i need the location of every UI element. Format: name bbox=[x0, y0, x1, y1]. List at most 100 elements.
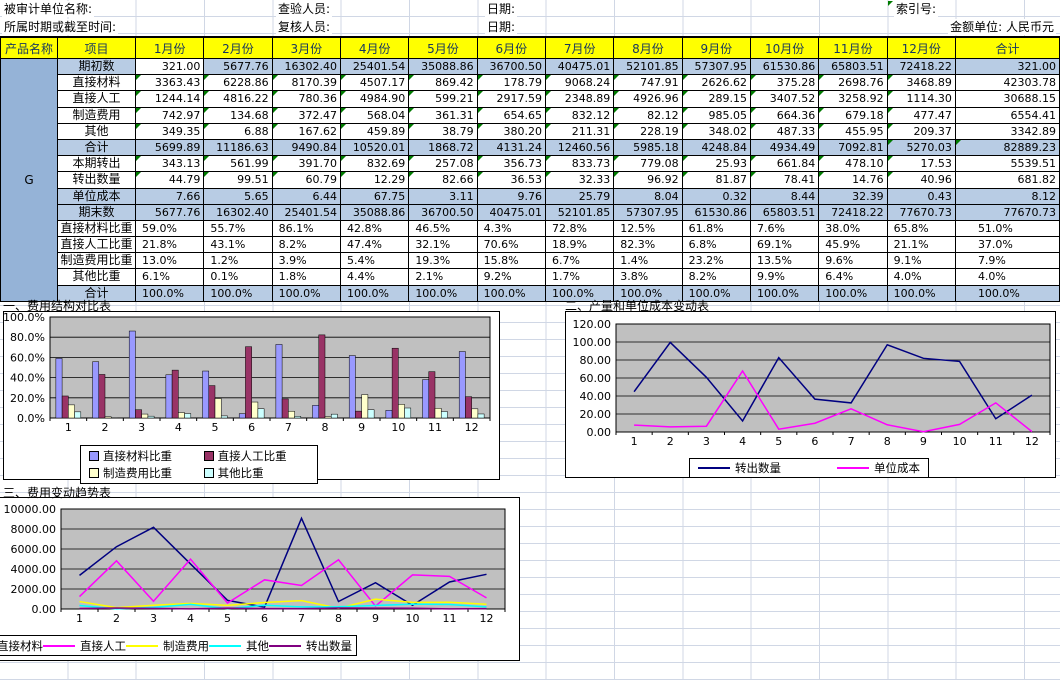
data-cell[interactable]: 38.79 bbox=[409, 123, 478, 140]
data-cell[interactable]: 4926.96 bbox=[614, 91, 683, 108]
data-cell[interactable]: 25.79 bbox=[545, 188, 615, 205]
row-total-cell[interactable]: 7.9% bbox=[955, 253, 1060, 270]
data-cell[interactable]: 47.4% bbox=[340, 237, 410, 254]
row-label-cell[interactable]: 本期转出 bbox=[58, 156, 136, 173]
data-cell[interactable]: 82.3% bbox=[614, 237, 683, 254]
data-cell[interactable]: 3407.52 bbox=[750, 91, 820, 108]
data-cell[interactable]: 19.3% bbox=[409, 253, 478, 270]
data-cell[interactable]: 36.53 bbox=[477, 172, 546, 189]
data-cell[interactable]: 4.0% bbox=[887, 269, 956, 286]
period-label[interactable]: 所属时期或截至时间: bbox=[2, 19, 119, 35]
data-cell[interactable]: 321.00 bbox=[136, 59, 205, 76]
data-cell[interactable]: 134.68 bbox=[204, 107, 273, 124]
data-cell[interactable]: 661.84 bbox=[750, 156, 820, 173]
data-cell[interactable]: 742.97 bbox=[136, 107, 205, 124]
data-cell[interactable]: 14.76 bbox=[819, 172, 888, 189]
data-cell[interactable]: 11186.63 bbox=[204, 139, 273, 157]
data-cell[interactable]: 2348.89 bbox=[545, 91, 615, 108]
data-cell[interactable]: 7092.81 bbox=[819, 139, 888, 157]
data-cell[interactable]: 21.1% bbox=[887, 237, 956, 254]
data-cell[interactable]: 61530.86 bbox=[682, 204, 751, 221]
data-cell[interactable]: 8.04 bbox=[614, 188, 683, 205]
data-cell[interactable]: 679.18 bbox=[819, 107, 888, 124]
data-cell[interactable]: 9068.24 bbox=[545, 75, 615, 92]
data-cell[interactable]: 1244.14 bbox=[136, 91, 205, 108]
row-label-cell[interactable]: 制造费用比重 bbox=[58, 253, 136, 270]
data-cell[interactable]: 459.89 bbox=[340, 123, 410, 140]
month-header-cell-9[interactable]: 9月份 bbox=[682, 38, 751, 59]
chart1-title[interactable]: 一、费用结构对比表 bbox=[3, 299, 112, 313]
data-cell[interactable]: 78.41 bbox=[750, 172, 820, 189]
data-cell[interactable]: 1114.30 bbox=[887, 91, 956, 108]
data-cell[interactable]: 21.8% bbox=[136, 237, 205, 254]
data-cell[interactable]: 18.9% bbox=[545, 237, 615, 254]
data-cell[interactable]: 99.51 bbox=[204, 172, 273, 189]
data-cell[interactable]: 6.88 bbox=[204, 123, 273, 140]
data-cell[interactable]: 4131.24 bbox=[477, 139, 546, 157]
data-cell[interactable]: 5270.03 bbox=[887, 139, 956, 157]
product-name-cell[interactable]: G bbox=[1, 59, 58, 302]
data-cell[interactable]: 25.93 bbox=[682, 156, 751, 173]
data-cell[interactable]: 0.1% bbox=[204, 269, 273, 286]
data-cell[interactable]: 4934.49 bbox=[750, 139, 820, 157]
data-cell[interactable]: 9.9% bbox=[750, 269, 820, 286]
row-label-cell[interactable]: 单位成本 bbox=[58, 188, 136, 205]
data-cell[interactable]: 8170.39 bbox=[272, 75, 341, 92]
row-total-cell[interactable]: 681.82 bbox=[955, 172, 1060, 189]
reviewer-label[interactable]: 复核人员: bbox=[276, 19, 333, 35]
data-cell[interactable]: 211.31 bbox=[545, 123, 615, 140]
data-cell[interactable]: 40.96 bbox=[887, 172, 956, 189]
data-cell[interactable]: 8.44 bbox=[750, 188, 820, 205]
row-label-cell[interactable]: 期初数 bbox=[58, 59, 136, 76]
data-cell[interactable]: 7.66 bbox=[136, 188, 205, 205]
row-total-cell[interactable]: 77670.73 bbox=[955, 204, 1060, 221]
data-cell[interactable]: 96.92 bbox=[614, 172, 683, 189]
data-cell[interactable]: 100.0% bbox=[477, 285, 546, 302]
data-cell[interactable]: 70.6% bbox=[477, 237, 546, 254]
audited-unit-label[interactable]: 被审计单位名称: bbox=[2, 1, 95, 17]
data-cell[interactable]: 178.79 bbox=[477, 75, 546, 92]
data-cell[interactable]: 747.91 bbox=[614, 75, 683, 92]
row-label-cell[interactable]: 直接人工比重 bbox=[58, 237, 136, 254]
data-cell[interactable]: 100.0% bbox=[614, 285, 683, 302]
data-cell[interactable]: 67.75 bbox=[340, 188, 410, 205]
data-cell[interactable]: 375.28 bbox=[750, 75, 820, 92]
data-cell[interactable]: 82.66 bbox=[409, 172, 478, 189]
row-label-cell[interactable]: 合计 bbox=[58, 139, 136, 157]
data-cell[interactable]: 228.19 bbox=[614, 123, 683, 140]
data-cell[interactable]: 44.79 bbox=[136, 172, 205, 189]
data-cell[interactable]: 65803.51 bbox=[819, 59, 888, 76]
data-cell[interactable]: 32.39 bbox=[819, 188, 888, 205]
data-cell[interactable]: 35088.86 bbox=[340, 204, 410, 221]
data-cell[interactable]: 52101.85 bbox=[614, 59, 683, 76]
row-total-cell[interactable]: 5539.51 bbox=[955, 156, 1060, 173]
data-cell[interactable]: 4248.84 bbox=[682, 139, 751, 157]
data-cell[interactable]: 2698.76 bbox=[819, 75, 888, 92]
data-cell[interactable]: 5677.76 bbox=[136, 204, 205, 221]
row-total-cell[interactable]: 3342.89 bbox=[955, 123, 1060, 140]
month-header-cell-7[interactable]: 7月份 bbox=[545, 38, 615, 59]
data-cell[interactable]: 10520.01 bbox=[340, 139, 410, 157]
data-cell[interactable]: 65803.51 bbox=[750, 204, 820, 221]
data-cell[interactable]: 568.04 bbox=[340, 107, 410, 124]
data-cell[interactable]: 455.95 bbox=[819, 123, 888, 140]
data-cell[interactable]: 0.43 bbox=[887, 188, 956, 205]
cost-trend-line-chart[interactable]: 0.00 2000.00 4000.00 6000.00 8000.00 10000.00… bbox=[0, 497, 520, 661]
row-label-cell[interactable]: 制造费用 bbox=[58, 107, 136, 124]
data-cell[interactable]: 100.0% bbox=[887, 285, 956, 302]
row-total-cell[interactable]: 30688.15 bbox=[955, 91, 1060, 108]
data-cell[interactable]: 32.1% bbox=[409, 237, 478, 254]
data-cell[interactable]: 16302.40 bbox=[204, 204, 273, 221]
month-header-cell-6[interactable]: 6月份 bbox=[477, 38, 546, 59]
data-cell[interactable]: 12460.56 bbox=[545, 139, 615, 157]
data-cell[interactable]: 36700.50 bbox=[477, 59, 546, 76]
data-cell[interactable]: 100.0% bbox=[819, 285, 888, 302]
data-cell[interactable]: 3.11 bbox=[409, 188, 478, 205]
data-cell[interactable]: 100.0% bbox=[409, 285, 478, 302]
data-cell[interactable]: 9.76 bbox=[477, 188, 546, 205]
data-cell[interactable]: 2.1% bbox=[409, 269, 478, 286]
data-cell[interactable]: 9.1% bbox=[887, 253, 956, 270]
data-cell[interactable]: 167.62 bbox=[272, 123, 341, 140]
data-cell[interactable]: 100.0% bbox=[682, 285, 751, 302]
data-cell[interactable]: 6.8% bbox=[682, 237, 751, 254]
